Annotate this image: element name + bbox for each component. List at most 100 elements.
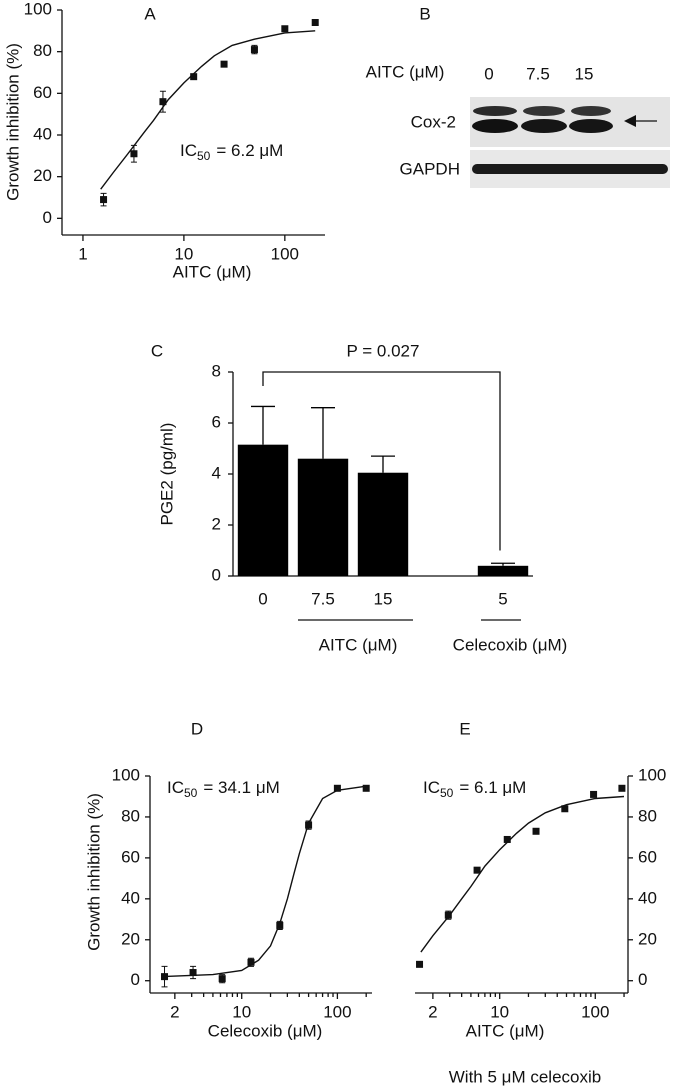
panel-label: B (419, 4, 430, 23)
y-tick-label: 6 (212, 412, 221, 431)
x-tick-label: 5 (498, 589, 507, 608)
y-tick-label: 0 (131, 970, 140, 989)
data-point (190, 73, 198, 81)
bar (477, 565, 529, 576)
y-tick-label: 2 (212, 514, 221, 533)
y-tick-label: 20 (121, 929, 140, 948)
y-tick-label: 60 (121, 847, 140, 866)
y-tick-label: 4 (212, 463, 221, 482)
annotation-text: IC (180, 141, 197, 160)
x-tick-label: 100 (581, 1002, 609, 1021)
x-tick-label: 100 (271, 244, 299, 263)
data-point (276, 921, 284, 929)
band (521, 119, 567, 133)
bar (357, 472, 409, 576)
x-tick-label: 10 (232, 1002, 251, 1021)
y-tick-label: 60 (33, 83, 52, 102)
data-point (189, 969, 197, 977)
x-axis-label: Celecoxib (μM) (208, 1021, 323, 1040)
lane-label: 15 (575, 64, 594, 83)
data-point (561, 805, 569, 813)
y-tick-label: 100 (112, 765, 140, 784)
data-point (416, 960, 424, 968)
band (472, 119, 518, 133)
x-axis-label: AITC (μM) (173, 262, 252, 281)
band (472, 164, 668, 174)
data-point (161, 973, 169, 981)
arrow-head (624, 115, 636, 127)
data-point (100, 196, 108, 204)
band-label: Cox-2 (411, 112, 456, 131)
error-bar (311, 407, 335, 459)
fit-curve (162, 785, 367, 978)
data-point (333, 784, 341, 792)
y-axis-label: Growth inhibition (%) (3, 43, 22, 201)
data-point (532, 827, 540, 835)
annotation-text: = 6.1 μM (459, 778, 526, 797)
x-tick-label: 100 (323, 1002, 351, 1021)
data-point (130, 150, 138, 158)
significance-bracket (262, 371, 501, 551)
group-label: AITC (μM) (319, 635, 398, 654)
data-point (618, 784, 626, 792)
band-label: GAPDH (400, 159, 460, 178)
y-tick-label: 0 (638, 970, 647, 989)
error-bar (371, 455, 395, 473)
y-axis-label: Growth inhibition (%) (84, 793, 103, 951)
x-tick-label: 10 (174, 244, 193, 263)
y-tick-label: 80 (33, 41, 52, 60)
annotation: IC50 = 34.1 μM (167, 778, 280, 800)
x-tick-label: 10 (490, 1002, 509, 1021)
data-point (220, 60, 228, 68)
fit-curve (100, 30, 316, 190)
y-tick-label: 80 (638, 806, 657, 825)
data-point (503, 835, 511, 843)
y-tick-label: 40 (121, 888, 140, 907)
band (523, 106, 565, 116)
annotation-subscript: 50 (184, 786, 198, 800)
annotation: IC50 = 6.1 μM (423, 778, 526, 800)
annotation-subscript: 50 (197, 149, 211, 163)
y-axis-label: PGE2 (pg/ml) (157, 423, 176, 526)
y-tick-label: 40 (33, 124, 52, 143)
annotation-text: = 34.1 μM (203, 778, 279, 797)
data-point (305, 821, 313, 829)
panel-label: E (459, 719, 470, 738)
error-bar (491, 562, 515, 566)
band (571, 106, 611, 116)
data-point (218, 975, 226, 983)
y-tick-label: 20 (638, 929, 657, 948)
data-point (247, 958, 255, 966)
x-tick-label: 7.5 (311, 589, 335, 608)
bar (237, 444, 289, 576)
annotation: IC50 = 6.2 μM (180, 141, 283, 163)
band (473, 106, 517, 116)
y-tick-label: 0 (43, 208, 52, 227)
western-blot: B AITC (μM) 0 7.5 15 Cox-2 GAPDH (366, 4, 670, 188)
data-point (362, 784, 370, 792)
y-tick-label: 8 (212, 361, 221, 380)
x-tick-label: 2 (170, 1002, 179, 1021)
annotation-text: IC (167, 778, 184, 797)
panel-label: C (151, 341, 163, 360)
lane-label: 7.5 (526, 64, 550, 83)
x-axis-label: AITC (μM) (466, 1021, 545, 1040)
annotation-subscript: 50 (440, 786, 454, 800)
panel-label: A (144, 4, 156, 23)
x-tick-label: 2 (428, 1002, 437, 1021)
y-tick-label: 40 (638, 888, 657, 907)
data-point (311, 19, 319, 26)
y-tick-label: 100 (638, 765, 666, 784)
data-point (473, 866, 481, 874)
annotation-text: = 6.2 μM (216, 141, 283, 160)
band (569, 119, 613, 133)
data-point (444, 911, 452, 919)
bar (297, 458, 349, 576)
annotation-text: IC (423, 778, 440, 797)
data-point (281, 25, 289, 33)
x-tick-label: 1 (78, 244, 87, 263)
p-value: P = 0.027 (347, 341, 420, 360)
group-label: Celecoxib (μM) (453, 635, 568, 654)
